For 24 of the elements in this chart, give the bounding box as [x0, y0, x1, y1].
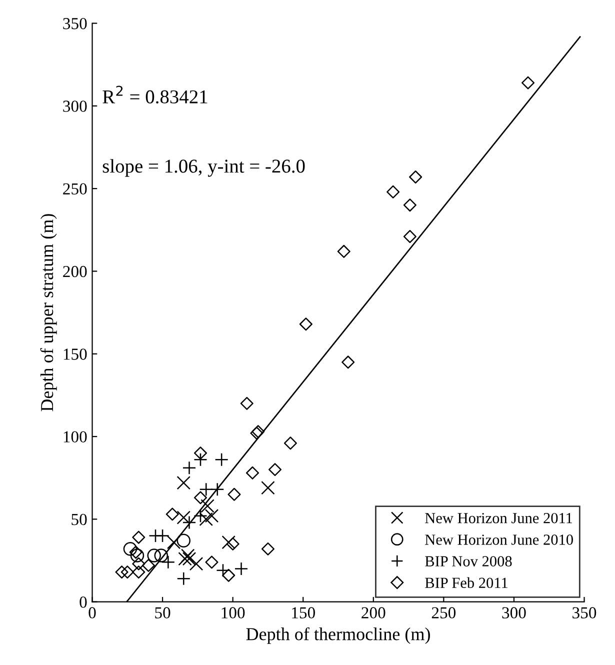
- x-tick-label: 100: [222, 607, 245, 618]
- annotation: slope = 1.06, y-int = -26.0: [102, 159, 305, 177]
- x-tick-label: 250: [432, 607, 456, 618]
- x-tick-label: 0: [88, 607, 96, 618]
- x-tick-label: 50: [155, 607, 170, 618]
- y-tick-label: 50: [72, 514, 87, 526]
- y-axis-title: Depth of upper stratum (m): [40, 214, 57, 412]
- x-tick-label: 350: [572, 607, 596, 618]
- legend-label: New Horizon June 2011: [425, 512, 572, 524]
- y-tick-label: 100: [64, 431, 87, 442]
- x-tick-label: 200: [362, 607, 386, 618]
- x-axis-title: Depth of thermocline (m): [246, 627, 430, 644]
- legend-label: New Horizon June 2010: [425, 534, 573, 545]
- x-tick-label: 300: [502, 607, 526, 618]
- y-tick-label: 300: [63, 100, 87, 112]
- x-tick-label: 150: [292, 607, 315, 618]
- y-tick-label: 0: [80, 596, 87, 608]
- y-tick-label: 150: [64, 348, 87, 360]
- y-tick-label: 200: [63, 266, 87, 278]
- y-tick-label: 250: [63, 183, 87, 195]
- y-tick-label: 350: [63, 18, 87, 30]
- legend-label: BIP Nov 2008: [425, 556, 512, 566]
- annotation: R$^{2}$ = 0.83421: [102, 86, 208, 104]
- legend-label: BIP Feb 2011: [425, 577, 508, 588]
